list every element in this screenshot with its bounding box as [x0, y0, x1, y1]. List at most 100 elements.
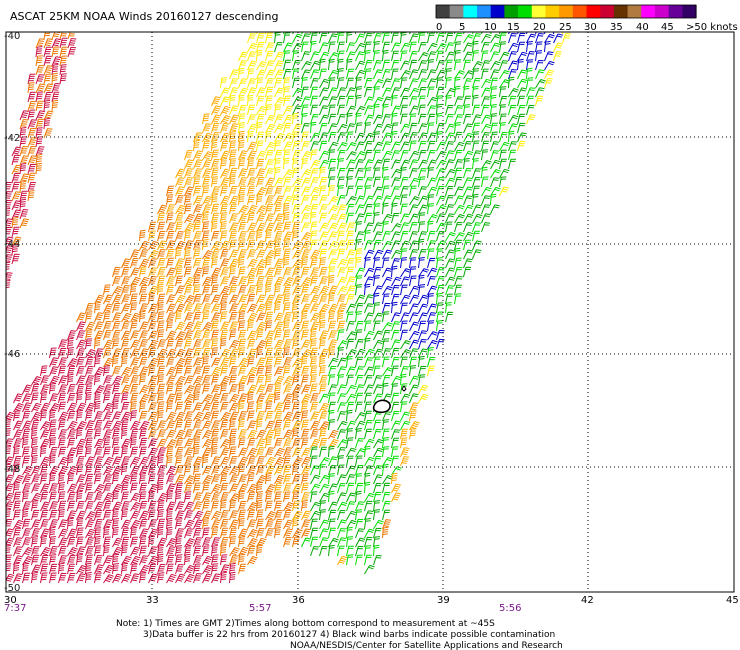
wind-barb [130, 330, 140, 341]
wind-barb [193, 168, 203, 179]
wind-barb [337, 340, 348, 350]
wind-barb [59, 32, 68, 40]
wind-barb [535, 33, 544, 44]
wind-barb [22, 562, 29, 575]
wind-barb [454, 159, 463, 170]
wind-barb [211, 492, 221, 503]
wind-barb [301, 528, 311, 539]
wind-barb [319, 257, 326, 269]
wind-barb [139, 545, 147, 557]
wind-barb [526, 87, 536, 98]
wind-barb [211, 357, 221, 368]
wind-barb [301, 310, 308, 323]
wind-barb [175, 231, 184, 242]
wind-barb [220, 447, 230, 458]
wind-barb [508, 42, 519, 53]
wind-barb [391, 202, 398, 215]
wind-barb [11, 217, 19, 229]
wind-barb [184, 338, 192, 350]
wind-barb [121, 509, 128, 521]
wind-barb [382, 231, 391, 242]
wind-barb [121, 312, 132, 323]
wind-barb [364, 86, 373, 98]
wind-barb [112, 266, 121, 278]
wind-barb [346, 492, 356, 503]
wind-barb [229, 203, 237, 215]
wind-barb [328, 357, 339, 368]
wind-barb [19, 180, 27, 193]
wind-barb [103, 375, 113, 386]
wind-barb [373, 249, 384, 260]
wind-barb [139, 420, 150, 431]
wind-barb [337, 32, 345, 44]
wind-barb [301, 86, 309, 98]
wind-barb [463, 249, 474, 260]
wind-barb [472, 33, 482, 44]
wind-barb [373, 195, 384, 206]
y-tick-label: -50 [4, 583, 20, 594]
wind-barb [256, 284, 264, 296]
wind-barb [490, 193, 497, 206]
wind-barb [220, 158, 228, 170]
wind-barb [139, 293, 147, 305]
wind-barb [463, 123, 473, 134]
wind-barb [35, 118, 44, 130]
wind-barb [112, 553, 119, 566]
wind-barb [40, 528, 50, 539]
wind-barb [31, 564, 41, 575]
wind-barb [247, 168, 256, 179]
wind-barb [238, 536, 246, 548]
wind-barb [121, 544, 128, 557]
wind-barb [391, 87, 401, 98]
wind-barb [49, 526, 56, 539]
wind-barb [355, 238, 362, 251]
wind-barb [283, 77, 291, 89]
wind-barb [409, 78, 419, 89]
wind-barb [103, 446, 111, 458]
wind-barb [166, 212, 174, 224]
wind-barb [166, 401, 174, 413]
wind-barb [328, 365, 337, 377]
wind-barb [193, 185, 202, 197]
wind-barb [301, 151, 312, 161]
x-axis-labels: 30 33 36 39 42 45 [4, 595, 739, 606]
wind-barb [265, 410, 274, 422]
wind-barb [256, 150, 267, 161]
wind-barb [220, 195, 231, 206]
wind-barb [139, 321, 149, 332]
wind-barb [238, 418, 245, 431]
wind-barb [220, 412, 231, 422]
wind-barb [166, 491, 173, 503]
wind-barb [409, 266, 417, 278]
wind-barb [94, 447, 103, 458]
wind-barb [436, 159, 447, 170]
wind-barb [94, 366, 105, 377]
wind-barb [265, 420, 276, 431]
wind-barb [508, 123, 518, 134]
wind-barb [121, 573, 132, 584]
wind-barb [472, 185, 480, 197]
wind-barb [19, 173, 30, 184]
wind-barb [22, 428, 30, 440]
wind-barb [256, 113, 265, 125]
wind-barb [481, 60, 491, 71]
wind-barb [337, 240, 347, 251]
wind-barb [283, 429, 294, 440]
wind-barb [166, 375, 176, 386]
wind-barb [229, 384, 238, 395]
wind-barb [481, 204, 491, 215]
wind-barb [337, 176, 345, 188]
wind-barb [256, 131, 264, 143]
wind-barb [310, 177, 319, 188]
wind-barb [112, 355, 119, 368]
wind-barb [373, 509, 381, 521]
wind-barb [157, 320, 165, 332]
wind-barb [391, 446, 399, 458]
wind-barb [51, 64, 59, 76]
wind-barb [220, 168, 231, 179]
wind-barb [265, 123, 276, 134]
wind-barb [301, 303, 312, 314]
wind-barb [211, 132, 220, 143]
wind-barb [229, 303, 239, 314]
wind-barb [238, 563, 246, 575]
